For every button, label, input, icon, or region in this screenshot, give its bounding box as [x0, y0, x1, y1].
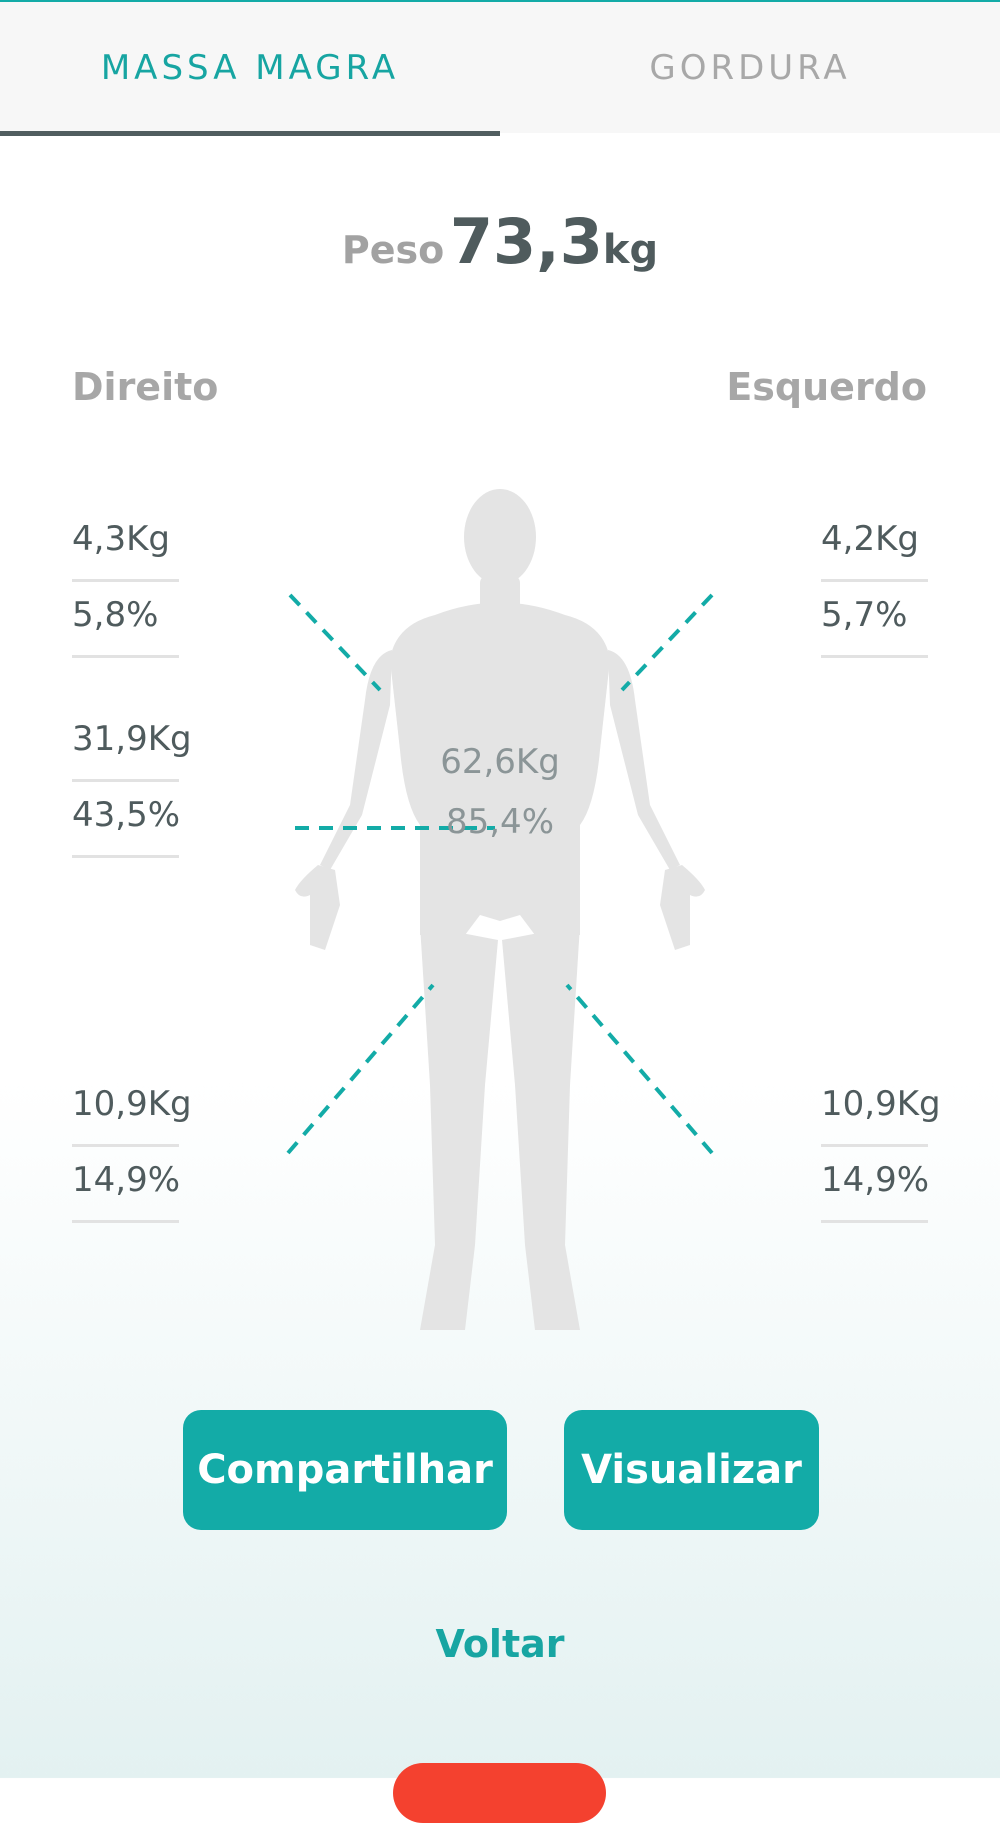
tab-bar: MASSA MAGRA GORDURA	[0, 2, 1000, 136]
body-silhouette	[295, 489, 705, 1330]
trunk-side-pct: 43,5%	[72, 782, 180, 858]
right-leg-pct: 14,9%	[72, 1147, 180, 1223]
side-label-left: Esquerdo	[726, 365, 927, 409]
left-leg-kg: 10,9Kg	[821, 1071, 941, 1147]
right-arm-pct: 5,8%	[72, 582, 179, 658]
trunk-center-kg: 62,6Kg	[440, 742, 560, 782]
left-arm-kg: 4,2Kg	[821, 506, 928, 582]
weight-summary: Peso 73,3kg	[0, 205, 1000, 278]
trunk-center-pct: 85,4%	[445, 802, 554, 842]
view-button[interactable]: Visualizar	[564, 1410, 819, 1530]
left-arm-stat: 4,2Kg 5,7%	[821, 506, 928, 658]
active-tab-indicator	[0, 131, 500, 136]
back-link[interactable]: Voltar	[435, 1622, 565, 1666]
left-leg-stat: 10,9Kg 14,9%	[821, 1071, 941, 1223]
right-arm-stat: 4,3Kg 5,8%	[72, 506, 179, 658]
top-accent-line	[0, 0, 1000, 2]
right-leg-kg: 10,9Kg	[72, 1071, 192, 1147]
right-leg-stat: 10,9Kg 14,9%	[72, 1071, 192, 1223]
trunk-side-stat: 31,9Kg 43,5%	[72, 706, 192, 858]
weight-unit: kg	[602, 227, 659, 273]
left-leg-pct: 14,9%	[821, 1147, 929, 1223]
bottom-action-button[interactable]	[393, 1763, 606, 1823]
side-label-right: Direito	[72, 365, 219, 409]
left-arm-pct: 5,7%	[821, 582, 928, 658]
right-arm-kg: 4,3Kg	[72, 506, 179, 582]
weight-value: 73,3	[449, 205, 603, 278]
tab-gordura[interactable]: GORDURA	[649, 47, 851, 88]
share-button[interactable]: Compartilhar	[183, 1410, 507, 1530]
trunk-side-kg: 31,9Kg	[72, 706, 192, 782]
weight-label: Peso	[341, 228, 445, 272]
tab-massa-magra[interactable]: MASSA MAGRA	[100, 47, 400, 88]
